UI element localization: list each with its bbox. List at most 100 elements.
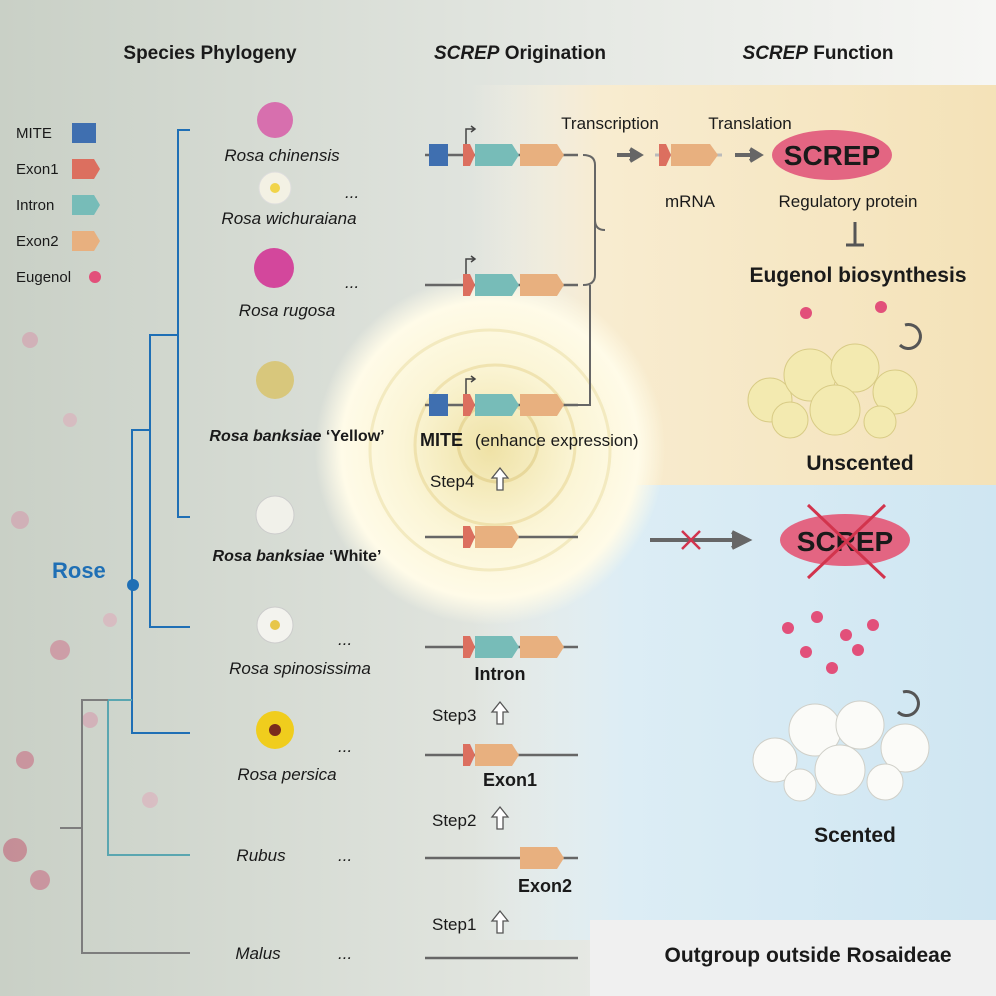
promoter-arrow-icon	[465, 125, 477, 144]
step1-label: Step1	[432, 915, 476, 934]
exon2-element	[520, 847, 564, 869]
garden-flowers	[3, 332, 158, 890]
regulatory-protein-label: Regulatory protein	[779, 192, 918, 211]
species-rosa-chinensis: Rosa chinensis	[224, 146, 340, 165]
intron-element	[475, 144, 519, 166]
gene-model	[425, 636, 578, 658]
legend: MITE Exon1 Intron Exon2 Eugenol	[16, 123, 101, 286]
outgroup-label: Outgroup outside Rosaideae	[664, 944, 951, 967]
mite-element	[429, 394, 448, 416]
step-up-arrows	[490, 466, 510, 934]
screp-protein-icon	[772, 130, 892, 180]
species-rosa-rugosa: Rosa rugosa	[239, 301, 335, 320]
mite-element	[429, 144, 448, 166]
curved-arrow-icon	[898, 323, 922, 350]
intron-label: Intron	[475, 664, 526, 684]
eugenol-dot-icon	[875, 301, 887, 313]
ellipsis: ...	[345, 183, 359, 202]
rose-clade-label: Rose	[52, 558, 106, 583]
exon2-element	[520, 274, 564, 296]
legend-eugenol-label: Eugenol	[16, 269, 71, 286]
flower-banksiae-yellow	[256, 361, 294, 399]
flower-rugosa	[254, 248, 294, 288]
species-rosa-persica: Rosa persica	[237, 765, 336, 784]
outgroup-panel	[590, 920, 996, 996]
curved-arrow-icon	[896, 690, 920, 717]
step4-label: Step4	[430, 472, 474, 491]
exon1-element	[463, 394, 475, 416]
cross-icon	[681, 530, 701, 550]
exon1-label: Exon1	[483, 770, 537, 790]
exon2-element	[520, 394, 564, 416]
eugenol-dot-icon	[89, 271, 101, 283]
mite-note: (enhance expression)	[475, 431, 638, 450]
branch-banksiae-group	[177, 129, 190, 518]
header-phylogeny: Species Phylogeny	[123, 43, 297, 64]
up-arrow-icon	[490, 466, 510, 491]
header-function: SCREP Function	[743, 43, 894, 64]
step3-label: Step3	[432, 706, 476, 725]
up-arrow-icon	[490, 909, 510, 934]
gene-model	[425, 847, 578, 869]
intron-element	[475, 394, 519, 416]
gene-model	[425, 526, 578, 548]
blocked-arrow-icon	[650, 530, 753, 550]
promoter-arrow-icon	[465, 375, 477, 394]
species-rosa-banksiae-yellow: Rosa banksiae ‘Yellow’	[209, 428, 384, 445]
white-banksiae-flowers-image	[752, 700, 930, 802]
mrna-icon	[655, 144, 722, 166]
species-malus: Malus	[235, 944, 281, 963]
legend-mite-label: MITE	[16, 125, 52, 142]
gene-structures	[425, 125, 578, 960]
flower-chinensis	[257, 102, 293, 138]
legend-intron-label: Intron	[16, 197, 54, 214]
ellipsis: ...	[338, 944, 352, 963]
exon1-element	[463, 744, 475, 766]
scented-label: Scented	[814, 824, 896, 847]
intron-element	[475, 636, 519, 658]
exon2-label: Exon2	[518, 876, 572, 896]
exon1-element	[463, 636, 475, 658]
exon1-element	[463, 144, 475, 166]
species-rosa-spinosissima: Rosa spinosissima	[229, 659, 371, 678]
species-rubus: Rubus	[236, 846, 286, 865]
intron-swatch	[72, 195, 100, 215]
yellow-banksiae-flowers-image	[747, 343, 918, 439]
eugenol-dot-icon	[800, 307, 812, 319]
up-arrow-icon	[490, 700, 510, 725]
ellipsis: ...	[338, 846, 352, 865]
exon2-element	[475, 526, 519, 548]
exon2-element	[520, 144, 564, 166]
arrow-right-icon	[617, 147, 644, 163]
species-labels: Rosa chinensis ... Rosa wichuraiana ... …	[209, 146, 384, 963]
exon1-swatch	[72, 159, 100, 179]
species-flower-images	[254, 102, 295, 749]
exon1-element	[463, 526, 475, 548]
inhibit-icon	[846, 222, 864, 247]
branch-malus	[81, 699, 190, 954]
eugenol-dots	[782, 611, 879, 674]
legend-exon1-label: Exon1	[16, 161, 59, 178]
intron-element	[475, 274, 519, 296]
gene-model	[425, 375, 578, 416]
ellipsis: ...	[345, 273, 359, 292]
large-cross-icon	[806, 503, 887, 580]
mite-label: MITE	[420, 430, 463, 450]
ellipsis: ...	[338, 737, 352, 756]
arrow-right-icon	[735, 147, 764, 163]
exon2-swatch	[72, 231, 100, 251]
species-rosa-wichuraiana: Rosa wichuraiana	[221, 209, 356, 228]
exon2-element	[520, 636, 564, 658]
translation-label: Translation	[708, 114, 791, 133]
eugenol-biosynthesis-label: Eugenol biosynthesis	[749, 264, 966, 287]
flower-banksiae-white	[255, 495, 295, 535]
exon1-element	[463, 274, 475, 296]
branch-spinosissima	[149, 334, 190, 628]
up-arrow-icon	[490, 805, 510, 830]
gene-model	[425, 255, 578, 296]
species-rosa-banksiae-white: Rosa banksiae ‘White’	[213, 548, 382, 565]
step2-label: Step2	[432, 811, 476, 830]
exon2-element	[475, 744, 519, 766]
